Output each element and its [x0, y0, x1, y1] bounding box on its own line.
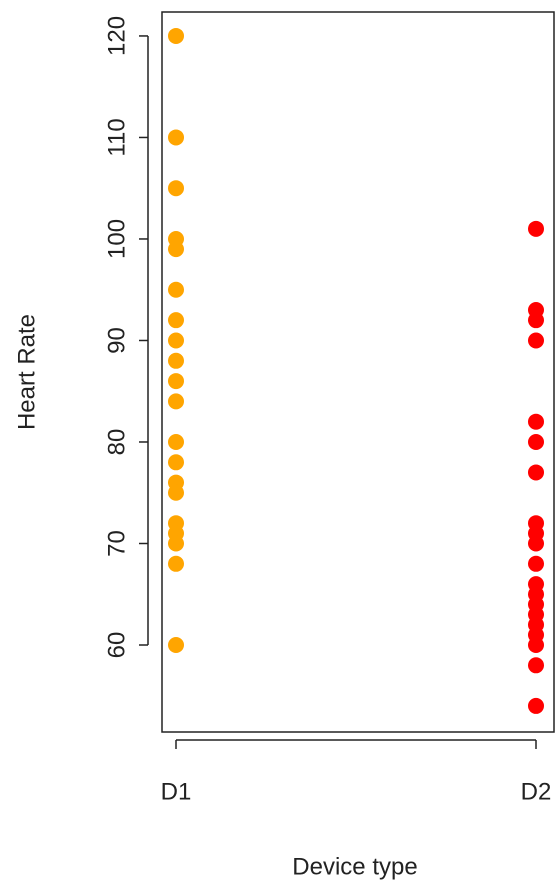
- point: [168, 393, 184, 410]
- y-tick-label: 60: [103, 632, 130, 659]
- point: [528, 657, 544, 674]
- point: [168, 281, 184, 298]
- y-tick-label: 70: [103, 530, 130, 557]
- point: [528, 312, 544, 329]
- y-tick-label: 110: [103, 118, 130, 156]
- point: [168, 27, 184, 44]
- point: [168, 352, 184, 369]
- point: [168, 129, 184, 146]
- point: [168, 637, 184, 654]
- point: [168, 241, 184, 258]
- point: [168, 555, 184, 572]
- y-tick-label: 90: [103, 327, 130, 354]
- point: [168, 484, 184, 501]
- x-tick-label: D2: [521, 778, 552, 805]
- x-tick-label: D1: [161, 778, 192, 805]
- x-axis-label: Device type: [292, 853, 417, 880]
- point: [528, 555, 544, 572]
- y-tick-label: 120: [103, 16, 130, 56]
- y-tick-label: 100: [103, 219, 130, 259]
- point: [528, 220, 544, 237]
- point: [528, 464, 544, 481]
- y-tick-label: 80: [103, 429, 130, 456]
- point: [168, 312, 184, 329]
- point: [168, 180, 184, 197]
- point: [528, 535, 544, 552]
- plot-box: [161, 11, 555, 733]
- point: [528, 637, 544, 654]
- point: [168, 454, 184, 471]
- point: [168, 332, 184, 349]
- point: [528, 697, 544, 714]
- point: [168, 433, 184, 450]
- point: [168, 535, 184, 552]
- point: [168, 373, 184, 390]
- y-axis-label: Heart Rate: [13, 314, 40, 430]
- point: [528, 413, 544, 430]
- point: [528, 433, 544, 450]
- point: [528, 332, 544, 349]
